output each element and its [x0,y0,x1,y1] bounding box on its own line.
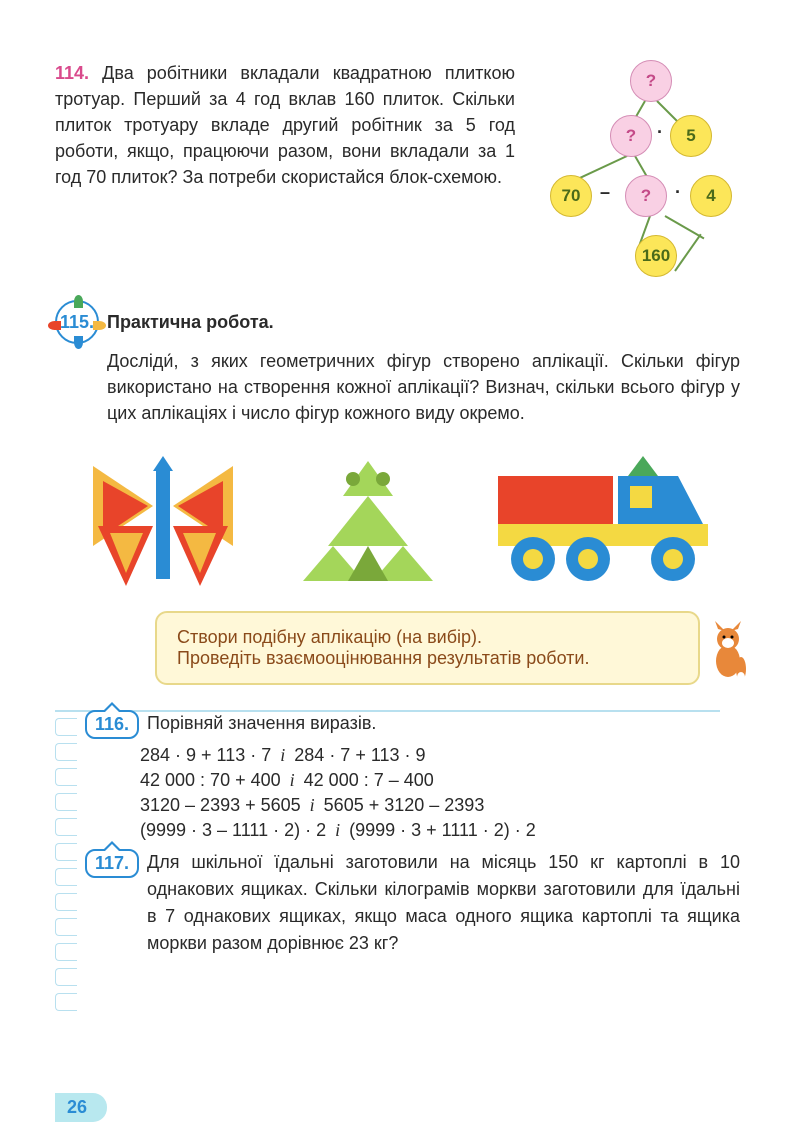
problem-116: 116. Порівняй значення виразів. [85,710,740,739]
butterfly-applique [78,451,248,591]
problem-114-body: Два робітники вкладали квадратною плитко… [55,63,515,187]
diagram-node: ? [610,115,652,157]
expression-row: 3120 – 2393 + 5605 i 5605 + 3120 – 2393 [140,795,740,816]
callout-line-1: Створи подібну аплікацію (на вибір). [177,627,678,648]
ruled-top-border [55,710,720,712]
problem-114: 114. Два робітники вкладали квадратною п… [55,60,740,290]
problem-115-body: Досліди́, з яких геометричних фігур ство… [107,348,740,426]
fox-icon [703,621,753,681]
problem-114-number: 114. [55,63,89,83]
page-number: 26 [55,1093,107,1122]
applique-shapes-row [55,451,740,591]
problem-115-header: 115. Практична робота. [55,300,740,344]
problem-115-number: 115. [60,312,94,333]
callout-line-2: Проведіть взаємооцінювання результатів р… [177,648,678,669]
problem-115-title: Практична робота. [107,312,274,333]
diagram-node: ? [630,60,672,102]
problem-114-text-block: 114. Два робітники вкладали квадратною п… [55,60,515,290]
problem-116-badge: 116. [85,710,139,739]
problem-117: 117. Для шкільної їдальні заготовили на … [85,849,740,957]
diagram-operator: · [675,182,681,203]
practical-work-icon: 115. [55,300,99,344]
expression-row: 284 · 9 + 113 · 7 i 284 · 7 + 113 · 9 [140,745,740,766]
homework-section: 116. Порівняй значення виразів. 284 · 9 … [55,710,740,957]
diagram-node: 4 [690,175,732,217]
diagram-operator: · [657,122,663,143]
diagram-operator: – [600,182,610,203]
truck-applique [488,451,718,591]
diagram-node: ? [625,175,667,217]
expression-row: (9999 · 3 – 1111 · 2) · 2 i (9999 · 3 + … [140,820,740,841]
diagram-node: 70 [550,175,592,217]
block-scheme-diagram: ??570?4160·–· [535,60,740,290]
expression-row: 42 000 : 70 + 400 i 42 000 : 7 – 400 [140,770,740,791]
problem-117-body: Для шкільної їдальні заготовили на місяц… [147,849,740,957]
diagram-node: 160 [635,235,677,277]
callout-box: Створи подібну аплікацію (на вибір). Про… [155,611,700,685]
problem-116-title: Порівняй значення виразів. [147,710,740,737]
frog-applique [293,451,443,591]
problem-117-badge: 117. [85,849,139,878]
problem-115: 115. Практична робота. Досліди́, з яких … [55,300,740,685]
diagram-node: 5 [670,115,712,157]
problem-116-expressions: 284 · 9 + 113 · 7 i 284 · 7 + 113 · 9 42 … [85,745,740,841]
problem-114-paragraph: 114. Два робітники вкладали квадратною п… [55,60,515,190]
